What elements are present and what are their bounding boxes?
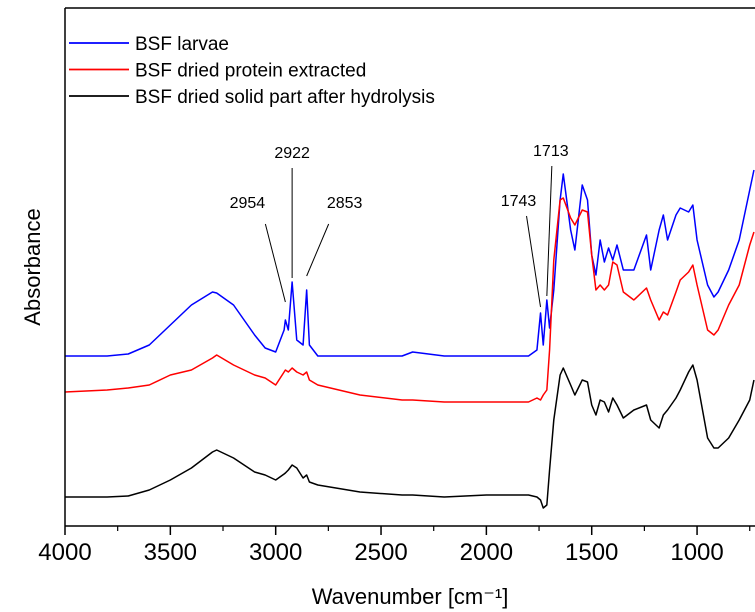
legend-label: BSF dried solid part after hydrolysis xyxy=(135,87,435,108)
x-tick-label: 2000 xyxy=(460,539,513,566)
x-tick-label: 3000 xyxy=(249,539,302,566)
x-tick-label: 4000 xyxy=(38,539,91,566)
annotation-leader xyxy=(264,223,286,303)
y-axis-label: Absorbance xyxy=(20,208,45,325)
legend-label: BSF larvae xyxy=(135,34,229,55)
x-tick-label: 1000 xyxy=(670,539,723,566)
x-axis-label: Wavenumber [cm⁻¹] xyxy=(312,584,509,609)
annotation-leader xyxy=(546,165,553,297)
annotation-leader xyxy=(306,223,330,277)
series-line xyxy=(65,197,755,403)
plot-area xyxy=(65,169,755,509)
annotation-leader xyxy=(526,215,542,308)
x-tick-label: 1500 xyxy=(565,539,618,566)
annotation-label: 2954 xyxy=(230,195,266,212)
annotation-label: 1713 xyxy=(533,143,569,160)
annotation-label: 2853 xyxy=(327,195,363,212)
annotation-label: 1743 xyxy=(501,193,537,210)
legend-label: BSF dried protein extracted xyxy=(135,61,366,82)
x-tick-label: 3500 xyxy=(144,539,197,566)
series-line xyxy=(65,169,755,357)
series-line xyxy=(65,364,755,509)
x-tick-label: 2500 xyxy=(354,539,407,566)
annotation-label: 2922 xyxy=(274,145,310,162)
